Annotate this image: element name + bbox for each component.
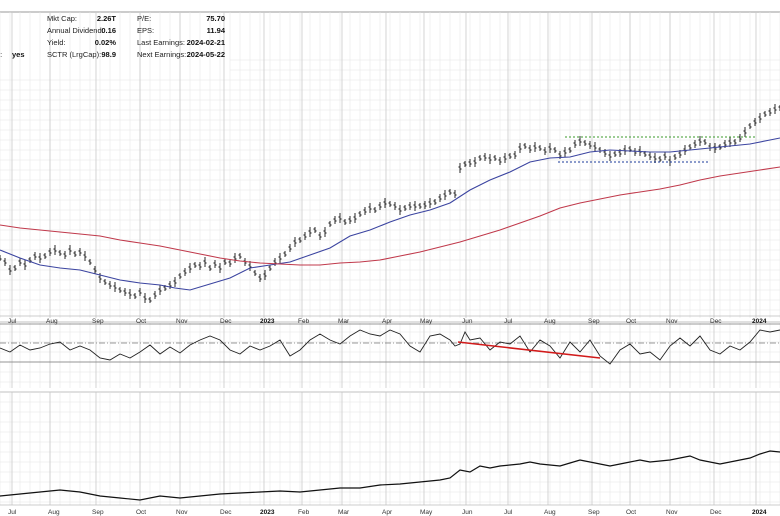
x-tick-label-bottom: Oct bbox=[626, 509, 636, 516]
x-tick-label-bottom: Aug bbox=[544, 509, 556, 516]
stat-yield-value: 0.02% bbox=[95, 38, 117, 47]
relative-strength-line bbox=[0, 450, 780, 501]
x-tick-label-bottom: 2023 bbox=[260, 509, 275, 516]
x-tick-label-top: Nov bbox=[666, 318, 678, 325]
x-tick-label-bottom: May bbox=[420, 509, 433, 516]
stat-annual-dividend-label: Annual Dividend: bbox=[47, 26, 104, 35]
series-layer bbox=[0, 104, 780, 501]
rsi-line bbox=[0, 329, 780, 365]
x-tick-label-top: Sep bbox=[588, 318, 600, 325]
x-tick-label-top: Oct bbox=[136, 318, 146, 325]
x-tick-label-bottom: Aug bbox=[48, 509, 60, 516]
divergence-line bbox=[457, 341, 601, 359]
x-tick-label-bottom: Jul bbox=[504, 509, 513, 516]
x-tick-label-top: Jun bbox=[462, 318, 473, 325]
x-tick-label-top: May bbox=[420, 318, 433, 325]
stat-partial-value: yes bbox=[12, 50, 25, 59]
x-tick-label-bottom: Dec bbox=[710, 509, 722, 516]
x-tick-label-top: Jul bbox=[8, 318, 17, 325]
x-tick-label-top: Mar bbox=[338, 318, 350, 325]
x-tick-label-top: Dec bbox=[220, 318, 232, 325]
x-tick-label-bottom: Sep bbox=[92, 509, 104, 516]
x-tick-label-top: Sep bbox=[92, 318, 104, 325]
x-tick-label-top: Aug bbox=[544, 318, 556, 325]
x-tick-label-bottom: Jun bbox=[462, 509, 473, 516]
x-tick-label-bottom: Nov bbox=[666, 509, 678, 516]
ma200-line bbox=[0, 166, 780, 266]
stat-next-earnings-label: Next Earnings: bbox=[137, 50, 186, 59]
stat-last-earnings-label: Last Earnings: bbox=[137, 38, 185, 47]
stat-next-earnings-value: 2024-05-22 bbox=[187, 50, 225, 59]
x-tick-label-top: Aug bbox=[46, 318, 58, 325]
stat-sctr-value: 98.9 bbox=[101, 50, 116, 59]
x-tick-label-top: Apr bbox=[382, 318, 393, 325]
x-tick-label-bottom: Dec bbox=[220, 509, 232, 516]
x-tick-label-bottom: 2024 bbox=[752, 509, 767, 516]
stat-eps-label: EPS: bbox=[137, 26, 154, 35]
stat-sctr-label: SCTR (LrgCap): bbox=[47, 50, 101, 59]
stat-pe-value: 75.70 bbox=[206, 14, 225, 23]
x-tick-label-top: Feb bbox=[298, 318, 310, 325]
x-tick-label-bottom: Apr bbox=[382, 509, 393, 516]
x-tick-label-top: Dec bbox=[710, 318, 722, 325]
x-tick-label-top: 2024 bbox=[752, 318, 767, 325]
axis-labels: Jul Aug Sep Oct Nov Dec 2023 Feb Mar Apr May Jun Jul… bbox=[8, 318, 767, 516]
x-tick-label-bottom: Sep bbox=[588, 509, 600, 516]
x-tick-label-top: 2023 bbox=[260, 318, 275, 325]
stat-eps-value: 11.94 bbox=[207, 26, 226, 35]
x-tick-label-bottom: Jul bbox=[8, 509, 17, 516]
x-tick-label-top: Nov bbox=[176, 318, 188, 325]
stat-last-earnings-value: 2024-02-21 bbox=[187, 38, 225, 47]
stats-panel: e: yes Mkt Cap: 2.26T Annual Dividend: 0… bbox=[0, 14, 226, 59]
stat-mkt-cap-value: 2.26T bbox=[97, 14, 117, 23]
x-tick-label-bottom: Mar bbox=[338, 509, 350, 516]
stat-pe-label: P/E: bbox=[137, 14, 151, 23]
stat-partial-label: e: bbox=[0, 50, 2, 59]
x-tick-label-bottom: Nov bbox=[176, 509, 188, 516]
stat-mkt-cap-label: Mkt Cap: bbox=[47, 14, 77, 23]
x-tick-label-bottom: Oct bbox=[136, 509, 146, 516]
ma50-line bbox=[0, 137, 780, 291]
x-tick-label-top: Jul bbox=[504, 318, 513, 325]
stat-annual-dividend-value: 0.16 bbox=[101, 26, 116, 35]
stat-yield-label: Yield: bbox=[47, 38, 65, 47]
x-tick-label-bottom: Feb bbox=[298, 509, 310, 516]
x-tick-label-top: Oct bbox=[626, 318, 636, 325]
